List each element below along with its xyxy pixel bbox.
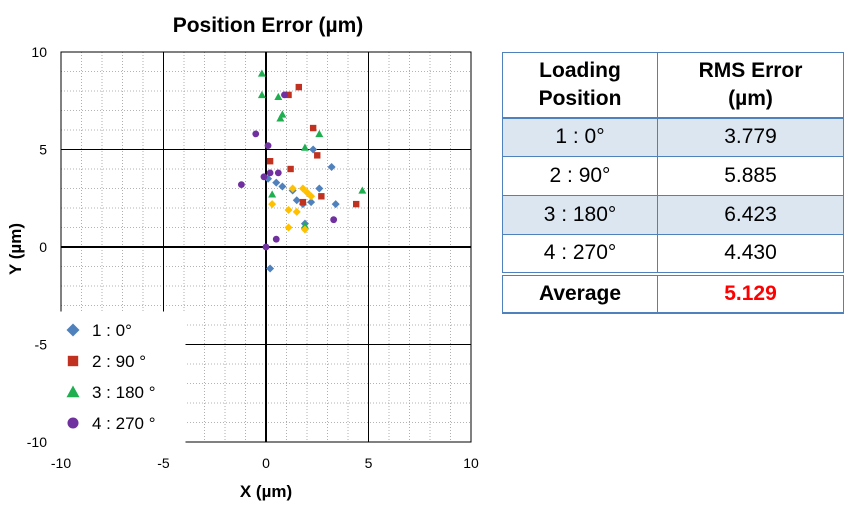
- legend-label-3: 3 : 180 °: [92, 383, 156, 402]
- table-row: 4 : 270° 4.430: [502, 234, 844, 274]
- legend-marker-3: [66, 385, 80, 398]
- position-error-chart: Position Error (µm) -10 -5 0 5 10 -10-50510 …: [6, 14, 479, 501]
- data-point-series-1: [307, 198, 316, 207]
- data-point-series-4: [238, 181, 245, 189]
- y-tick-label: 5: [39, 142, 47, 158]
- data-point-series-2: [295, 83, 302, 91]
- data-point-series-5: [268, 200, 277, 209]
- x-tick-label: -10: [51, 455, 71, 471]
- data-point-series-4: [260, 173, 268, 181]
- table-header-row: Loading Position RMS Error (µm): [502, 52, 844, 118]
- data-point-series-4: [264, 142, 272, 150]
- row-position: 3 : 180°: [502, 195, 658, 235]
- legend-marker-4: [67, 417, 79, 429]
- data-point-series-5: [292, 207, 301, 216]
- data-point-series-5: [284, 205, 293, 214]
- x-axis-label: X (µm): [240, 482, 292, 501]
- y-tick-label: 10: [31, 44, 47, 60]
- table-footer-row: Average 5.129: [502, 273, 844, 313]
- data-point-series-1: [309, 145, 318, 154]
- table-row: 2 : 90° 5.885: [502, 156, 844, 196]
- row-rms-value: 6.423: [724, 203, 777, 226]
- y-tick-label: 0: [39, 239, 47, 255]
- legend-marker-2: [67, 355, 79, 367]
- data-point-series-4: [274, 169, 282, 177]
- row-rms-value: 4.430: [724, 241, 777, 265]
- y-tick-label: -10: [27, 434, 47, 450]
- data-point-series-4: [252, 130, 260, 138]
- x-tick-label: 0: [262, 455, 270, 471]
- data-point-series-5: [288, 184, 297, 193]
- legend-box: [57, 311, 186, 445]
- data-point-series-1: [327, 163, 336, 172]
- table-row: 3 : 180° 6.423: [502, 195, 844, 235]
- legend-label-2: 2 : 90 °: [92, 352, 146, 371]
- data-points: [238, 69, 367, 273]
- data-point-series-3: [300, 221, 309, 229]
- data-point-series-3: [268, 190, 277, 198]
- legend: 1 : 0° 2 : 90 ° 3 : 180 ° 4 : 270 °: [57, 311, 186, 445]
- data-point-series-4: [262, 243, 270, 251]
- chart-title: Position Error (µm): [173, 14, 364, 37]
- y-tick-labels: -10 -5 0 5 10: [27, 44, 47, 450]
- data-point-series-2: [318, 193, 325, 200]
- x-tick-label: 10: [463, 455, 479, 471]
- data-point-series-2: [287, 165, 294, 173]
- data-point-series-3: [358, 186, 367, 194]
- row-position: 1 : 0°: [502, 117, 658, 157]
- data-point-series-3: [257, 90, 266, 99]
- data-point-series-1: [272, 178, 281, 187]
- x-tick-label: 5: [365, 455, 373, 471]
- y-tick-label: -5: [35, 337, 48, 353]
- data-point-series-2: [353, 200, 360, 208]
- data-point-series-3: [300, 143, 309, 151]
- row-position: 4 : 270°: [502, 234, 658, 274]
- average-value: 5.129: [724, 281, 777, 305]
- data-point-series-4: [266, 169, 274, 177]
- data-point-series-1: [331, 200, 340, 209]
- data-point-series-3: [257, 69, 266, 77]
- data-point-series-2: [314, 152, 321, 159]
- data-point-series-5: [307, 192, 316, 201]
- row-rms-value: 3.779: [724, 125, 777, 149]
- x-tick-label: -5: [157, 455, 170, 471]
- data-point-series-1: [266, 264, 275, 273]
- row-rms-value: 5.885: [724, 164, 777, 187]
- data-point-series-5: [300, 225, 309, 234]
- data-point-series-1: [292, 196, 301, 205]
- average-label: Average: [502, 273, 658, 313]
- header-loading-position: Loading Position: [502, 52, 658, 118]
- row-position: 2 : 90°: [502, 156, 658, 196]
- legend-marker-1: [66, 323, 80, 337]
- legend-label-1: 1 : 0°: [92, 321, 132, 340]
- legend-label-4: 4 : 270 °: [92, 414, 156, 433]
- y-axis-label: Y (µm): [6, 223, 25, 275]
- data-point-series-2: [309, 124, 317, 132]
- x-tick-labels: -10 -5 0 5 10: [51, 455, 479, 471]
- data-point-series-1: [278, 182, 287, 191]
- data-point-series-2: [266, 158, 274, 165]
- table-row: 1 : 0° 3.779: [502, 117, 844, 157]
- data-point-series-5: [303, 188, 311, 197]
- data-point-series-2: [299, 198, 307, 206]
- header-rms-error: RMS Error (µm): [698, 58, 803, 110]
- data-point-series-1: [315, 184, 324, 193]
- data-point-series-3: [276, 114, 285, 122]
- data-point-series-4: [272, 235, 280, 243]
- data-point-series-3: [274, 92, 283, 101]
- data-point-series-3: [315, 129, 324, 138]
- rms-error-table: Loading Position RMS Error (µm) 1 : 0° 3…: [502, 52, 844, 314]
- data-point-series-2: [285, 91, 292, 99]
- data-point-series-4: [330, 216, 338, 224]
- data-point-series-5: [284, 223, 293, 232]
- data-point-series-4: [281, 91, 288, 99]
